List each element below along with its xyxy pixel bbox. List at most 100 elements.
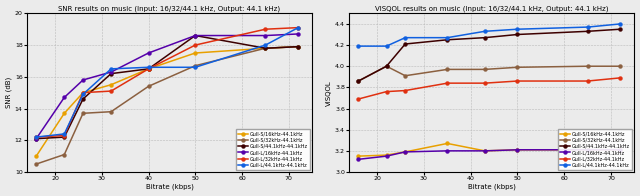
Gull-S/16kHz-44.1kHz [262, 47, 269, 49]
Gull-L/16kHz-44.1kHz [514, 149, 522, 151]
Gull-S/32kHz-44.1kHz [383, 65, 390, 67]
Gull-S/32kHz-44.1kHz [401, 74, 409, 77]
Gull-S/16kHz-44.1kHz [444, 142, 451, 145]
Gull-S/44.1kHz-44.1kHz [108, 73, 115, 75]
Gull-L/44.1kHz-44.1kHz [355, 45, 362, 47]
Gull-L/44.1kHz-44.1kHz [481, 30, 488, 33]
Gull-S/32kHz-44.1kHz [514, 66, 522, 68]
Gull-L/16kHz-44.1kHz [584, 149, 591, 151]
Gull-S/44.1kHz-44.1kHz [401, 43, 409, 45]
Line: Gull-S/44.1kHz-44.1kHz: Gull-S/44.1kHz-44.1kHz [356, 27, 622, 83]
Gull-L/32kHz-44.1kHz [262, 28, 269, 30]
Gull-S/32kHz-44.1kHz [79, 112, 87, 114]
Gull-L/44.1kHz-44.1kHz [108, 68, 115, 70]
Gull-S/16kHz-44.1kHz [355, 155, 362, 157]
Line: Gull-L/32kHz-44.1kHz: Gull-L/32kHz-44.1kHz [356, 76, 622, 101]
Gull-L/44.1kHz-44.1kHz [145, 66, 152, 68]
Gull-L/32kHz-44.1kHz [444, 82, 451, 84]
Gull-S/32kHz-44.1kHz [584, 65, 591, 67]
Gull-L/32kHz-44.1kHz [616, 77, 624, 79]
Gull-L/16kHz-44.1kHz [355, 158, 362, 161]
Gull-L/16kHz-44.1kHz [444, 150, 451, 152]
Gull-L/16kHz-44.1kHz [145, 52, 152, 54]
Line: Gull-L/44.1kHz-44.1kHz: Gull-L/44.1kHz-44.1kHz [356, 22, 622, 48]
Gull-L/44.1kHz-44.1kHz [514, 28, 522, 30]
Legend: Gull-S/16kHz-44.1kHz, Gull-S/32kHz-44.1kHz, Gull-S/44.1kHz-44.1kHz, Gull-L/16kHz: Gull-S/16kHz-44.1kHz, Gull-S/32kHz-44.1k… [236, 129, 310, 170]
Line: Gull-S/32kHz-44.1kHz: Gull-S/32kHz-44.1kHz [356, 64, 622, 83]
Gull-S/16kHz-44.1kHz [294, 45, 302, 48]
Line: Gull-S/44.1kHz-44.1kHz: Gull-S/44.1kHz-44.1kHz [35, 34, 300, 141]
Gull-L/32kHz-44.1kHz [60, 134, 68, 137]
Gull-S/32kHz-44.1kHz [294, 45, 302, 48]
Gull-L/44.1kHz-44.1kHz [401, 36, 409, 39]
Gull-L/16kHz-44.1kHz [383, 155, 390, 157]
Gull-L/16kHz-44.1kHz [262, 34, 269, 37]
Gull-S/16kHz-44.1kHz [383, 154, 390, 156]
Line: Gull-L/32kHz-44.1kHz: Gull-L/32kHz-44.1kHz [35, 26, 300, 139]
Gull-S/44.1kHz-44.1kHz [79, 98, 87, 100]
Gull-L/44.1kHz-44.1kHz [191, 66, 199, 68]
Gull-L/16kHz-44.1kHz [191, 34, 199, 37]
Gull-L/32kHz-44.1kHz [294, 26, 302, 29]
Gull-S/32kHz-44.1kHz [355, 80, 362, 82]
Gull-L/16kHz-44.1kHz [60, 96, 68, 99]
Gull-L/44.1kHz-44.1kHz [294, 26, 302, 29]
Gull-S/16kHz-44.1kHz [514, 149, 522, 151]
Gull-S/16kHz-44.1kHz [481, 150, 488, 152]
Gull-S/16kHz-44.1kHz [60, 112, 68, 114]
Gull-L/32kHz-44.1kHz [383, 90, 390, 93]
Gull-L/44.1kHz-44.1kHz [383, 45, 390, 47]
Gull-S/32kHz-44.1kHz [191, 64, 199, 67]
Gull-L/32kHz-44.1kHz [191, 44, 199, 46]
Gull-L/44.1kHz-44.1kHz [60, 133, 68, 135]
Legend: Gull-S/16kHz-44.1kHz, Gull-S/32kHz-44.1kHz, Gull-S/44.1kHz-44.1kHz, Gull-L/16kHz: Gull-S/16kHz-44.1kHz, Gull-S/32kHz-44.1k… [558, 129, 632, 170]
Gull-S/16kHz-44.1kHz [79, 92, 87, 94]
Gull-S/16kHz-44.1kHz [108, 83, 115, 86]
Gull-L/32kHz-44.1kHz [514, 80, 522, 82]
Gull-S/44.1kHz-44.1kHz [355, 80, 362, 82]
Gull-L/32kHz-44.1kHz [79, 92, 87, 94]
Gull-L/16kHz-44.1kHz [481, 150, 488, 152]
Gull-S/32kHz-44.1kHz [60, 153, 68, 156]
Line: Gull-L/16kHz-44.1kHz: Gull-L/16kHz-44.1kHz [35, 32, 300, 141]
Line: Gull-L/16kHz-44.1kHz: Gull-L/16kHz-44.1kHz [356, 148, 622, 161]
Gull-L/32kHz-44.1kHz [33, 136, 40, 138]
Line: Gull-L/44.1kHz-44.1kHz: Gull-L/44.1kHz-44.1kHz [35, 26, 300, 139]
Gull-L/44.1kHz-44.1kHz [33, 136, 40, 138]
Title: SNR results on music (Input: 16/32/44.1 kHz, Output: 44.1 kHz): SNR results on music (Input: 16/32/44.1 … [58, 5, 280, 12]
Gull-S/16kHz-44.1kHz [145, 68, 152, 70]
Line: Gull-S/16kHz-44.1kHz: Gull-S/16kHz-44.1kHz [356, 142, 622, 158]
Gull-S/32kHz-44.1kHz [108, 111, 115, 113]
Gull-L/16kHz-44.1kHz [616, 149, 624, 151]
Gull-S/16kHz-44.1kHz [401, 151, 409, 153]
Gull-L/16kHz-44.1kHz [79, 79, 87, 81]
Gull-L/32kHz-44.1kHz [481, 82, 488, 84]
Gull-S/32kHz-44.1kHz [33, 163, 40, 165]
Gull-L/44.1kHz-44.1kHz [444, 36, 451, 39]
Gull-S/44.1kHz-44.1kHz [60, 136, 68, 138]
Line: Gull-S/16kHz-44.1kHz: Gull-S/16kHz-44.1kHz [35, 45, 300, 158]
Gull-L/16kHz-44.1kHz [33, 138, 40, 140]
Gull-L/32kHz-44.1kHz [355, 98, 362, 100]
Y-axis label: VISQOL: VISQOL [326, 80, 332, 105]
Gull-S/16kHz-44.1kHz [584, 149, 591, 151]
Gull-S/16kHz-44.1kHz [616, 149, 624, 151]
Gull-L/32kHz-44.1kHz [145, 68, 152, 70]
Gull-S/44.1kHz-44.1kHz [481, 36, 488, 39]
Gull-S/44.1kHz-44.1kHz [514, 33, 522, 36]
Gull-S/16kHz-44.1kHz [191, 52, 199, 54]
Gull-L/16kHz-44.1kHz [401, 151, 409, 153]
Gull-S/44.1kHz-44.1kHz [33, 138, 40, 140]
X-axis label: Bitrate (kbps): Bitrate (kbps) [468, 184, 516, 191]
Gull-S/32kHz-44.1kHz [444, 68, 451, 71]
Gull-S/44.1kHz-44.1kHz [444, 39, 451, 41]
X-axis label: Bitrate (kbps): Bitrate (kbps) [146, 184, 193, 191]
Gull-S/44.1kHz-44.1kHz [262, 47, 269, 49]
Gull-L/44.1kHz-44.1kHz [79, 93, 87, 95]
Gull-S/32kHz-44.1kHz [616, 65, 624, 67]
Gull-S/44.1kHz-44.1kHz [584, 30, 591, 33]
Gull-S/44.1kHz-44.1kHz [383, 65, 390, 67]
Gull-S/44.1kHz-44.1kHz [294, 45, 302, 48]
Gull-L/32kHz-44.1kHz [584, 80, 591, 82]
Gull-L/44.1kHz-44.1kHz [616, 23, 624, 25]
